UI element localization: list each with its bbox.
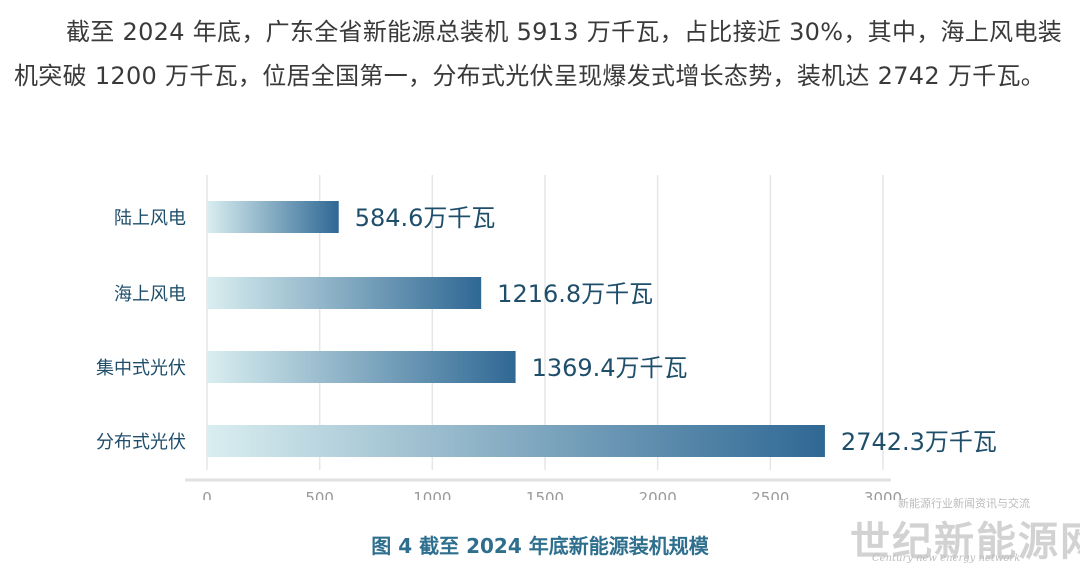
- category-label: 海上风电: [114, 284, 186, 305]
- bar: [207, 351, 516, 383]
- x-axis-ticks: 0 500 1000 1500 2000 2500 3000: [202, 489, 902, 500]
- figure-caption: 图 4 截至 2024 年底新能源装机规模: [371, 534, 709, 558]
- x-tick-label: 500: [305, 489, 334, 500]
- x-tick-label: 1500: [526, 489, 564, 500]
- value-label: 1369.4万千瓦: [532, 354, 688, 382]
- bar: [207, 201, 339, 233]
- x-tick-label: 3000: [864, 489, 902, 500]
- bars: [207, 201, 825, 457]
- category-label: 集中式光伏: [96, 358, 186, 379]
- x-tick-label: 2000: [639, 489, 677, 500]
- bar: [207, 277, 482, 309]
- value-label: 1216.8万千瓦: [497, 280, 653, 308]
- category-label: 陆上风电: [114, 208, 186, 229]
- x-tick-label: 0: [202, 489, 212, 500]
- category-label: 分布式光伏: [96, 432, 186, 453]
- value-label: 584.6万千瓦: [355, 204, 496, 232]
- bar: [207, 425, 825, 457]
- intro-paragraph: 截至 2024 年底，广东全省新能源总装机 5913 万千瓦，占比接近 30%，…: [14, 18, 1063, 90]
- value-label: 2742.3万千瓦: [841, 428, 997, 456]
- x-tick-label: 1000: [413, 489, 451, 500]
- x-tick-label: 2500: [751, 489, 789, 500]
